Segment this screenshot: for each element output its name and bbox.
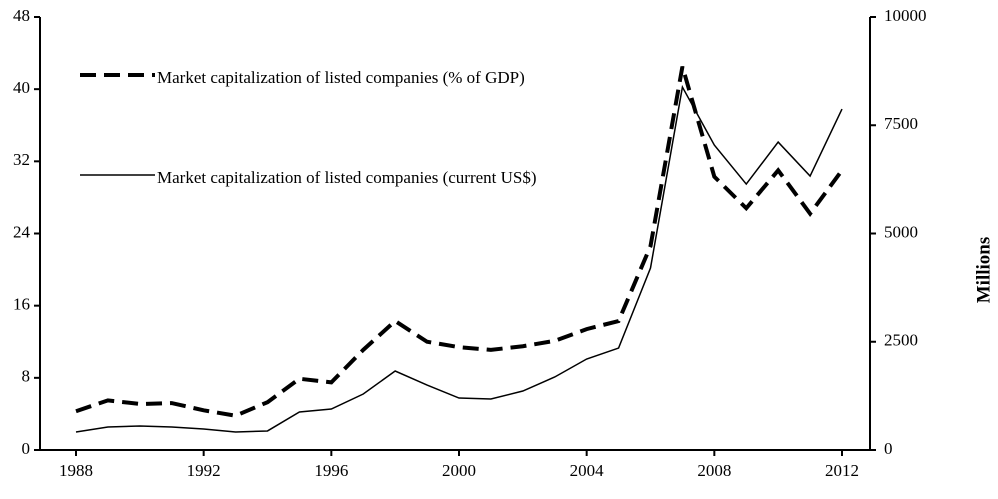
x-tick-label: 1992 <box>187 461 221 480</box>
x-tick-label: 2008 <box>697 461 731 480</box>
y-tick-label: 24 <box>13 222 31 241</box>
legend-label: Market capitalization of listed companie… <box>157 168 537 187</box>
x-tick-label: 1988 <box>59 461 93 480</box>
line-series <box>75 84 843 433</box>
y-tick-label: 32 <box>13 150 30 169</box>
y2-axis-label: Millions <box>973 237 994 304</box>
y2-tick-label: 2500 <box>884 331 918 350</box>
y2-tick-label: 7500 <box>884 114 918 133</box>
y-tick-label: 16 <box>13 295 30 314</box>
x-tick-label: 2012 <box>825 461 859 480</box>
y-tick-label: 8 <box>22 367 31 386</box>
y-tick-label: 0 <box>22 439 31 458</box>
x-tick-label: 2004 <box>570 461 605 480</box>
x-tick-label: 1996 <box>314 461 348 480</box>
y-tick-label: 48 <box>13 6 30 25</box>
x-tick-label: 2000 <box>442 461 476 480</box>
y2-tick-label: 5000 <box>884 222 918 241</box>
y2-tick-label: 10000 <box>884 6 927 25</box>
legend-label: Market capitalization of listed companie… <box>157 68 525 87</box>
line-series <box>75 66 844 418</box>
y-tick-label: 40 <box>13 78 30 97</box>
y2-tick-label: 0 <box>884 439 893 458</box>
